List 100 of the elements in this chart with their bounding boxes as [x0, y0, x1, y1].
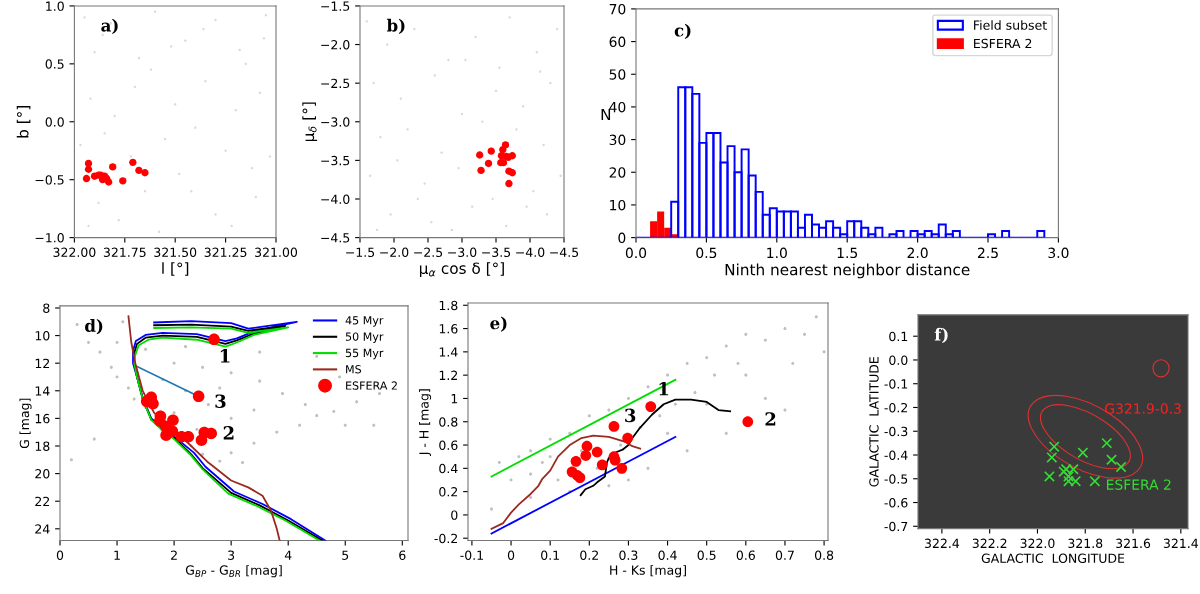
y-tick-label: 1.4	[439, 347, 458, 357]
y-tick-label: 10	[35, 331, 50, 341]
y-tick-label: 1.8	[439, 300, 458, 311]
y-tick-label: −1.5	[321, 1, 350, 11]
y-tick-label: 0.1	[889, 331, 908, 342]
y-axis-title: J - H [mag]	[419, 389, 432, 456]
y-tick-label: 40	[609, 101, 626, 113]
y-tick-label: -0.3	[884, 426, 908, 437]
annotation: 1	[220, 349, 230, 363]
x-tick-label: 3	[228, 550, 235, 560]
annotation: b)	[386, 18, 405, 35]
legend-label: MS	[346, 365, 362, 374]
x-tick-label: 321.4	[1163, 538, 1199, 549]
x-tick-label: 2.5	[977, 247, 998, 259]
y-tick-label: −0.5	[35, 175, 64, 185]
y-tick-label: 1.6	[439, 324, 458, 334]
y-tick-label: -0.2	[884, 402, 908, 413]
x-tick-label: 1.5	[837, 247, 858, 259]
x-tick-label: 0.5	[696, 247, 717, 259]
y-tick-label: 30	[609, 134, 626, 146]
y-tick-label: 70	[609, 3, 626, 15]
x-tick-label: 0.0	[625, 247, 647, 259]
x-tick-label: 1	[114, 550, 120, 560]
x-axis-title: l [°]	[162, 262, 189, 276]
annotation: c)	[674, 23, 691, 39]
x-axis-title: H - Ks [mag]	[610, 565, 686, 578]
x-tick-label: 322.2	[972, 538, 1007, 549]
y-axis-title: G [mag]	[19, 398, 32, 449]
x-axis-title: G$_{BP}$ - G$_{BR}$ [mag]	[185, 565, 282, 578]
x-tick-label: 321.75	[103, 247, 146, 257]
y-tick-label: 0.5	[45, 59, 64, 69]
x-tick-label: −2.0	[380, 247, 409, 257]
y-tick-label: 16	[35, 413, 50, 424]
y-tick-label: 18	[35, 441, 50, 451]
y-tick-label: -0.2	[434, 533, 458, 544]
annotation: G321.9-0.3	[1105, 403, 1181, 414]
x-tick-label: 3.0	[1048, 247, 1069, 259]
y-tick-label: 20	[609, 167, 626, 178]
annotation: a)	[101, 18, 118, 35]
x-tick-label: 321.8	[1068, 538, 1103, 549]
y-tick-label: −3.0	[321, 117, 350, 127]
x-tick-label: −1.5	[346, 247, 375, 257]
y-axis-title: GALACTIC LATITUDE	[869, 357, 879, 487]
annotation: 3	[625, 408, 636, 423]
y-tick-label: −2.5	[321, 78, 350, 89]
y-tick-label: −2.0	[321, 40, 350, 50]
x-tick-label: 0.5	[697, 550, 716, 560]
x-tick-label: 4	[284, 550, 292, 560]
x-tick-label: 321.00	[255, 247, 298, 257]
annotation: 2	[765, 412, 776, 426]
x-tick-label: 2.0	[907, 247, 928, 259]
legend-label: 55 Myr	[345, 348, 384, 360]
y-tick-label: 24	[35, 524, 50, 534]
x-tick-label: 321.50	[154, 247, 197, 257]
x-tick-label: 0.4	[658, 550, 677, 560]
x-tick-label: 0.1	[541, 550, 559, 560]
y-tick-label: 0.0	[889, 355, 908, 365]
y-tick-label: 0.2	[439, 487, 458, 497]
x-tick-label: 0.3	[619, 550, 638, 560]
y-tick-label: -0.1	[884, 379, 908, 389]
y-tick-label: -0.7	[884, 521, 908, 532]
y-tick-label: −4.0	[321, 194, 350, 204]
x-axis-title: μ$_{α}$ cos δ [°]	[419, 262, 504, 277]
annotation: d)	[85, 319, 103, 335]
y-tick-label: 50	[609, 69, 626, 80]
x-tick-label: 0	[507, 550, 515, 560]
x-tick-label: 0.8	[814, 550, 834, 560]
x-tick-label: 1.0	[767, 247, 787, 259]
annotation: f)	[934, 327, 948, 344]
y-tick-label: −4.5	[321, 233, 350, 243]
x-tick-label: −3.5	[482, 247, 511, 257]
x-tick-label: 322.0	[1020, 538, 1055, 549]
legend-label: Field subset	[974, 20, 1047, 30]
x-tick-label: 5	[342, 550, 349, 560]
y-tick-label: −3.5	[321, 155, 350, 166]
y-tick-label: -0.6	[884, 498, 908, 508]
y-tick-label: −1.0	[35, 233, 64, 243]
y-tick-label: 20	[35, 469, 50, 479]
x-tick-label: 321.25	[204, 247, 247, 257]
x-tick-label: 322.00	[53, 247, 96, 257]
y-tick-label: 1	[451, 394, 458, 404]
y-tick-label: 0.0	[45, 117, 64, 127]
y-tick-label: 8	[43, 303, 50, 313]
y-tick-label: 60	[609, 36, 626, 48]
y-tick-label: 0	[451, 510, 458, 520]
y-tick-label: -0.5	[884, 474, 908, 484]
x-tick-label: 2	[171, 550, 177, 560]
y-tick-label: 0.4	[439, 463, 458, 474]
legend-label: ESFERA 2	[346, 381, 397, 390]
y-tick-label: 1.0	[46, 1, 64, 11]
y-axis-title: b [°]	[16, 106, 31, 138]
x-tick-label: −4.0	[516, 247, 545, 257]
x-tick-label: 0.2	[580, 550, 598, 560]
y-tick-label: 0	[618, 232, 626, 244]
x-tick-label: −2.5	[414, 247, 443, 257]
annotation: e)	[490, 316, 507, 332]
x-tick-label: 0.7	[775, 550, 794, 560]
x-tick-label: 322.4	[924, 538, 960, 549]
x-tick-label: -0.1	[460, 550, 483, 560]
x-tick-label: 321.6	[1116, 538, 1151, 549]
